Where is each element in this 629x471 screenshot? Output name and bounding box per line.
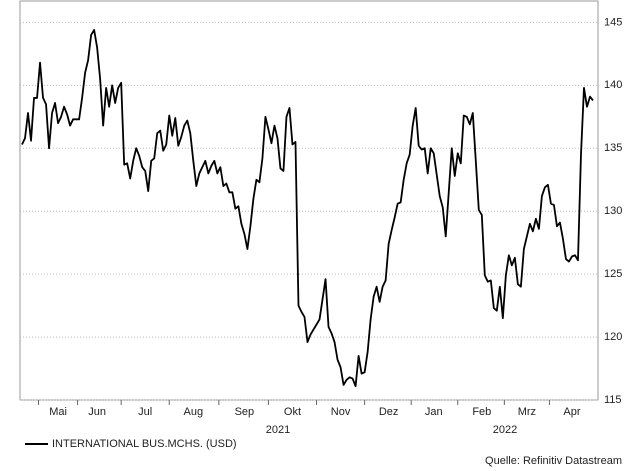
x-tick-label: Nov — [331, 406, 351, 418]
x-tick-label: Okt — [284, 406, 301, 418]
x-tick-label: Jul — [138, 406, 152, 418]
x-group-label: 2022 — [493, 424, 517, 436]
x-tick-label: Feb — [472, 406, 491, 418]
y-tick-label: 135 — [604, 142, 622, 154]
y-tick-label: 140 — [604, 79, 622, 91]
source: Quelle: Refinitiv Datastream — [485, 455, 622, 467]
x-tick-label: Mrz — [518, 406, 536, 418]
y-tick-label: 145 — [604, 16, 622, 28]
legend-label: INTERNATIONAL BUS.MCHS. (USD) — [52, 438, 237, 450]
y-tick-label: 130 — [604, 205, 622, 217]
x-tick-label: Jan — [425, 406, 443, 418]
y-tick-label: 120 — [604, 331, 622, 343]
x-tick-label: Dez — [379, 406, 399, 418]
price-line — [21, 29, 594, 388]
x-tick-label: Apr — [563, 406, 580, 418]
x-tick-label: Sep — [235, 406, 255, 418]
y-tick-label: 115 — [604, 394, 622, 406]
x-tick-label: Aug — [184, 406, 204, 418]
x-tick-label: Jun — [88, 406, 106, 418]
x-tick-label: Mai — [49, 406, 67, 418]
y-tick-label: 125 — [604, 268, 622, 280]
x-group-label: 2021 — [266, 424, 290, 436]
